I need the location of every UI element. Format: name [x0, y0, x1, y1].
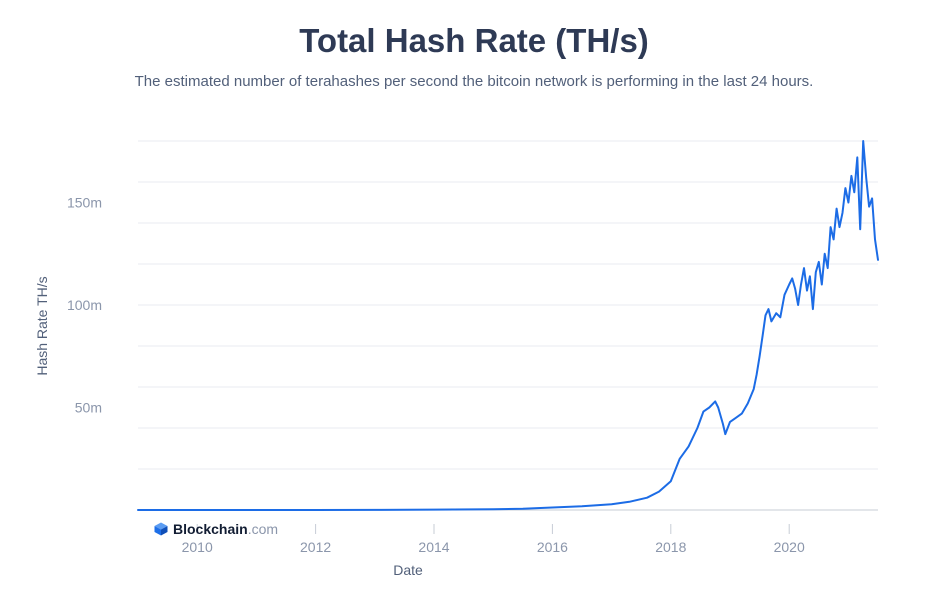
x-axis-ticks: 2010 2012 2014 2016 2018 2020: [182, 524, 805, 555]
y-axis-ticks: 50m 100m 150m: [67, 195, 102, 416]
y-tick-label: 50m: [75, 400, 102, 416]
blockchain-logo-icon: [154, 522, 168, 536]
chart-title: Total Hash Rate (TH/s): [299, 22, 649, 59]
x-tick-label: 2016: [537, 539, 568, 555]
x-tick-label: 2018: [655, 539, 686, 555]
series-group: [137, 140, 879, 511]
x-tick-label: 2010: [182, 539, 213, 555]
x-tick-label: 2014: [418, 539, 449, 555]
series-line-hash-rate: [137, 140, 879, 511]
blockchain-watermark: Blockchain .com: [154, 520, 278, 538]
x-tick-label: 2020: [774, 539, 805, 555]
watermark-tld: .com: [247, 521, 279, 537]
y-axis-label: Hash Rate TH/s: [34, 276, 50, 375]
x-axis-label: Date: [393, 562, 423, 578]
watermark-brand: Blockchain: [173, 521, 248, 537]
chart-subtitle: The estimated number of terahashes per s…: [134, 73, 814, 90]
y-tick-label: 150m: [67, 195, 102, 211]
grid-lines: [138, 140, 878, 511]
x-tick-label: 2012: [300, 539, 331, 555]
y-tick-label: 100m: [67, 297, 102, 313]
